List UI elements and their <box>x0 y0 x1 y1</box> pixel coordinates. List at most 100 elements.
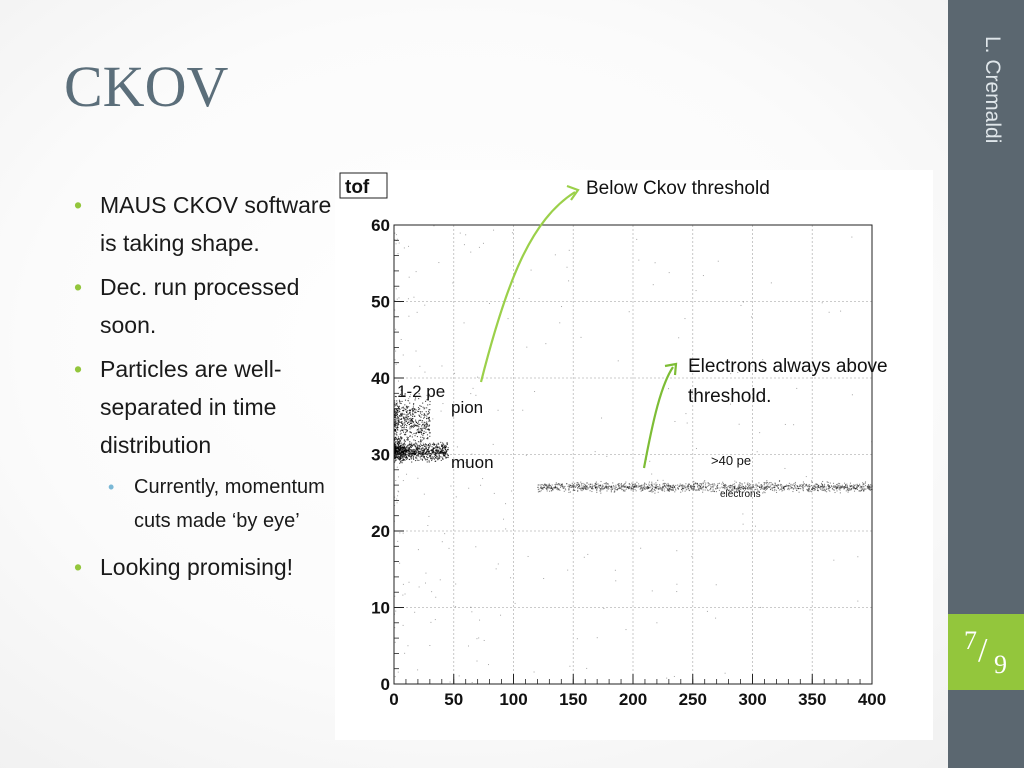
data-point <box>421 455 423 457</box>
data-point <box>713 483 715 485</box>
data-point <box>419 446 421 448</box>
data-point <box>790 485 792 487</box>
data-point <box>545 484 547 486</box>
data-point <box>688 483 691 485</box>
data-point <box>759 485 761 487</box>
data-point <box>430 455 432 457</box>
data-point <box>867 484 869 486</box>
data-point <box>732 489 734 491</box>
data-point <box>863 486 865 488</box>
data-point <box>422 455 424 457</box>
data-point <box>761 486 763 488</box>
data-point <box>858 490 860 492</box>
data-point <box>834 491 836 494</box>
data-point <box>439 447 441 449</box>
data-point <box>644 482 646 484</box>
data-point <box>409 452 411 454</box>
data-point <box>561 483 563 486</box>
data-point <box>396 456 398 458</box>
data-point <box>618 482 620 485</box>
data-point <box>551 487 553 489</box>
data-point <box>665 482 667 485</box>
data-point <box>413 439 415 441</box>
data-point <box>426 428 428 430</box>
data-point <box>585 484 587 487</box>
data-point <box>814 486 816 488</box>
data-point <box>426 450 428 452</box>
data-point <box>639 485 641 487</box>
data-point <box>401 455 403 457</box>
data-point <box>627 486 629 488</box>
data-point <box>399 458 401 460</box>
data-point <box>841 487 843 489</box>
data-point <box>405 450 407 452</box>
data-point <box>599 484 601 486</box>
data-point <box>594 486 596 488</box>
data-point <box>414 449 416 451</box>
data-point <box>410 431 412 433</box>
data-point <box>395 234 397 236</box>
data-point <box>400 451 402 453</box>
data-point <box>600 489 602 491</box>
data-point <box>394 402 396 404</box>
data-point <box>792 490 794 493</box>
data-point <box>432 456 434 458</box>
data-point <box>765 486 767 488</box>
data-point <box>811 480 813 482</box>
data-point <box>406 422 409 425</box>
data-point <box>659 487 661 489</box>
data-point <box>678 337 680 339</box>
data-point <box>607 488 609 490</box>
data-point <box>421 452 423 454</box>
data-point <box>423 455 425 458</box>
data-point <box>426 434 429 436</box>
annotation-muon: muon <box>451 453 494 472</box>
data-point <box>685 489 687 491</box>
data-point <box>397 422 399 424</box>
y-tick-label: 20 <box>371 522 390 541</box>
y-tick-label: 60 <box>371 216 390 235</box>
data-point <box>671 489 673 491</box>
data-point <box>634 485 636 487</box>
data-point <box>823 483 826 485</box>
data-point <box>819 488 822 490</box>
data-point <box>835 488 837 490</box>
x-tick-label: 400 <box>858 690 886 709</box>
data-point <box>397 405 399 408</box>
data-point <box>414 451 416 454</box>
data-point <box>411 456 413 458</box>
annotation-1-2-pe: 1-2 pe <box>397 382 446 401</box>
data-point <box>591 486 593 488</box>
data-point <box>411 442 413 444</box>
data-point <box>629 486 631 488</box>
data-point <box>827 484 829 486</box>
data-point <box>401 452 403 454</box>
data-point <box>557 489 559 491</box>
data-point <box>396 434 398 436</box>
data-point <box>599 488 601 490</box>
data-point <box>397 426 399 429</box>
data-point <box>691 487 693 489</box>
data-point <box>400 461 402 463</box>
data-point <box>397 456 399 459</box>
data-point <box>442 445 444 447</box>
data-point <box>414 611 416 613</box>
data-point <box>690 486 692 488</box>
data-point <box>545 484 547 486</box>
data-point <box>767 486 769 488</box>
data-point <box>425 572 427 574</box>
data-point <box>407 451 409 453</box>
data-point <box>426 413 428 415</box>
data-point <box>817 486 819 488</box>
data-point <box>398 415 401 417</box>
data-point <box>471 453 473 455</box>
data-point <box>430 621 432 623</box>
data-point <box>404 456 406 458</box>
data-point <box>818 487 820 489</box>
data-point <box>702 483 704 485</box>
data-point <box>399 455 401 457</box>
data-point <box>394 410 396 412</box>
data-point <box>409 402 411 404</box>
data-point <box>808 488 810 490</box>
data-point <box>677 484 679 486</box>
